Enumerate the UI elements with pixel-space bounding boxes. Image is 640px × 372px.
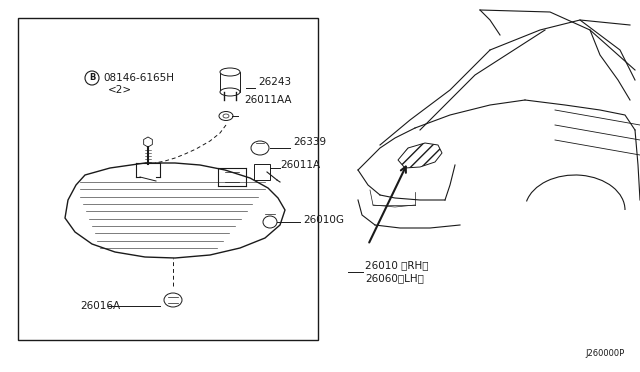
Polygon shape <box>65 163 285 258</box>
Text: 26010 〈RH〉: 26010 〈RH〉 <box>365 260 429 270</box>
Polygon shape <box>143 137 152 147</box>
Text: 26243: 26243 <box>258 77 291 87</box>
Ellipse shape <box>220 68 240 76</box>
Circle shape <box>370 213 384 227</box>
Ellipse shape <box>220 88 240 96</box>
Ellipse shape <box>219 112 233 121</box>
Polygon shape <box>398 143 442 168</box>
Ellipse shape <box>251 141 269 155</box>
Text: 26339: 26339 <box>293 137 326 147</box>
Circle shape <box>553 208 597 252</box>
Bar <box>18 18 318 340</box>
Text: B: B <box>89 74 95 83</box>
Ellipse shape <box>164 293 182 307</box>
Text: 26060〈LH〉: 26060〈LH〉 <box>365 273 424 283</box>
Text: 26011A: 26011A <box>280 160 320 170</box>
Text: J260000P: J260000P <box>586 349 625 358</box>
Text: 26010G: 26010G <box>303 215 344 225</box>
Text: 08146-6165H: 08146-6165H <box>103 73 174 83</box>
Text: 26016A: 26016A <box>80 301 120 311</box>
Bar <box>220 72 240 92</box>
Text: 26011AA: 26011AA <box>244 95 291 105</box>
Ellipse shape <box>223 114 229 118</box>
Ellipse shape <box>263 216 277 228</box>
Text: <2>: <2> <box>108 85 132 95</box>
Bar <box>254 164 270 180</box>
Circle shape <box>537 192 613 268</box>
